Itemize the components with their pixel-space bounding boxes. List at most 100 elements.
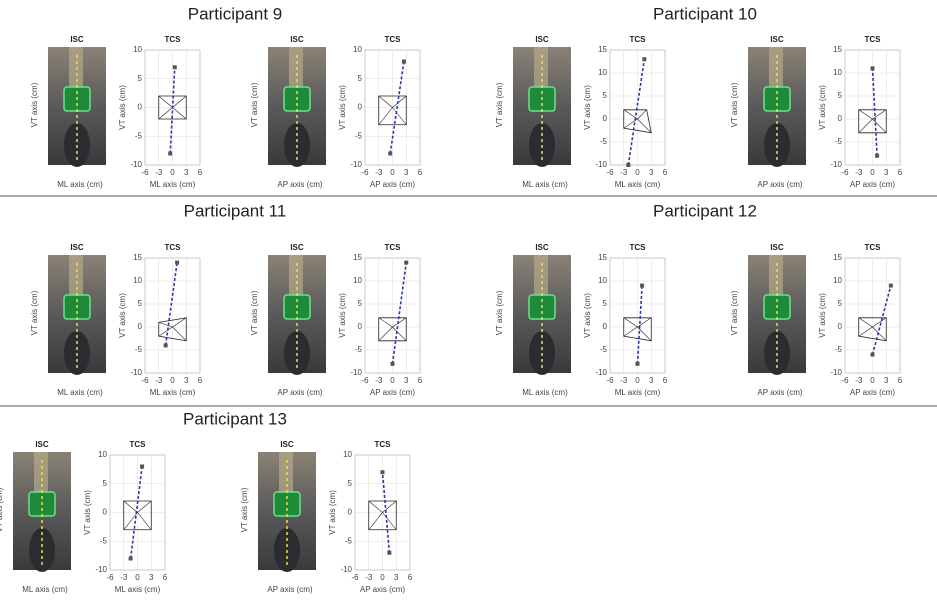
x-axis-label: ML axis (cm) [57, 180, 103, 189]
x-axis-label: ML axis (cm) [150, 388, 196, 397]
diagonal [173, 108, 187, 120]
x-tick-label: 0 [870, 168, 875, 177]
y-axis-label: VT axis (cm) [495, 82, 504, 127]
isc-label: ISC [70, 243, 84, 252]
y-axis-label: VT axis (cm) [730, 82, 739, 127]
end-marker [626, 163, 630, 167]
x-tick-label: 3 [884, 376, 889, 385]
end-marker [140, 465, 144, 469]
x-axis-label: AP axis (cm) [267, 585, 313, 594]
end-marker [871, 66, 875, 70]
x-axis-label: AP axis (cm) [277, 388, 323, 397]
diagonal [393, 96, 407, 108]
y-tick-label: 0 [358, 103, 363, 112]
y-tick-label: 15 [598, 45, 607, 54]
diagonal [159, 327, 173, 336]
y-tick-label: -5 [355, 131, 363, 140]
y-tick-label: 15 [833, 45, 842, 54]
diagonal [369, 501, 383, 513]
y-tick-label: 5 [103, 479, 108, 488]
y-axis-label: VT axis (cm) [118, 85, 127, 130]
diagonal [173, 96, 187, 108]
end-marker [129, 557, 133, 561]
x-tick-label: -3 [375, 168, 383, 177]
x-tick-label: 6 [163, 573, 168, 582]
diagonal [379, 318, 393, 327]
x-tick-label: 3 [649, 168, 654, 177]
end-marker [388, 152, 392, 156]
y-tick-label: 5 [838, 299, 843, 308]
x-tick-label: -6 [841, 376, 849, 385]
x-axis-label: AP axis (cm) [370, 388, 416, 397]
end-marker [642, 57, 646, 61]
x-tick-label: 6 [898, 168, 903, 177]
x-tick-label: 0 [170, 376, 175, 385]
isc-label: ISC [770, 243, 784, 252]
y-tick-label: 0 [348, 508, 353, 517]
x-tick-label: 3 [394, 573, 399, 582]
x-tick-label: 0 [635, 376, 640, 385]
y-axis-label: VT axis (cm) [30, 82, 39, 127]
x-tick-label: -6 [606, 376, 614, 385]
x-tick-label: 0 [170, 168, 175, 177]
y-tick-label: 0 [103, 508, 108, 517]
sensor-strap [279, 452, 293, 492]
diagonal [873, 318, 887, 327]
tcs-label: TCS [165, 35, 182, 44]
diagonal [159, 96, 173, 108]
axis-line [628, 59, 644, 165]
y-tick-label: 0 [138, 103, 143, 112]
y-tick-label: 10 [598, 276, 607, 285]
y-axis-label: VT axis (cm) [250, 290, 259, 335]
diagonal [638, 110, 647, 119]
y-axis-label: VT axis (cm) [338, 85, 347, 130]
x-axis-label: ML axis (cm) [115, 585, 161, 594]
y-tick-label: -5 [600, 137, 608, 146]
x-tick-label: 3 [184, 376, 189, 385]
diagonal [624, 318, 638, 327]
y-axis-label: VT axis (cm) [0, 487, 4, 532]
x-tick-label: -3 [155, 168, 163, 177]
y-tick-label: 10 [133, 45, 142, 54]
y-axis-label: VT axis (cm) [338, 293, 347, 338]
x-tick-label: 3 [184, 168, 189, 177]
y-axis-label: VT axis (cm) [583, 293, 592, 338]
y-tick-label: 10 [598, 68, 607, 77]
y-tick-label: 15 [598, 253, 607, 262]
y-tick-label: -5 [135, 131, 143, 140]
y-tick-label: 15 [133, 253, 142, 262]
x-axis-label: ML axis (cm) [615, 180, 661, 189]
x-tick-label: 6 [198, 376, 203, 385]
diagonal [393, 318, 407, 327]
participant-title: Participant 12 [653, 201, 757, 220]
x-tick-label: 6 [663, 168, 668, 177]
y-tick-label: 15 [353, 253, 362, 262]
x-tick-label: 0 [635, 168, 640, 177]
y-tick-label: 15 [833, 253, 842, 262]
y-axis-label: VT axis (cm) [818, 293, 827, 338]
x-axis-label: ML axis (cm) [522, 388, 568, 397]
participant-title: Participant 11 [184, 201, 287, 220]
x-tick-label: -3 [855, 376, 863, 385]
end-marker [381, 470, 385, 474]
x-tick-label: 6 [408, 573, 413, 582]
y-tick-label: -5 [600, 345, 608, 354]
isc-label: ISC [280, 440, 294, 449]
x-tick-label: -6 [606, 168, 614, 177]
tcs-label: TCS [630, 35, 647, 44]
x-tick-label: -6 [361, 168, 369, 177]
y-tick-label: 5 [358, 74, 363, 83]
x-tick-label: 3 [149, 573, 154, 582]
end-marker [636, 362, 640, 366]
x-axis-label: ML axis (cm) [57, 388, 103, 397]
tcs-label: TCS [375, 440, 392, 449]
participant-title: Participant 13 [183, 409, 287, 428]
y-tick-label: -5 [100, 536, 108, 545]
participant-title: Participant 9 [188, 4, 283, 23]
diagonal [859, 110, 873, 119]
end-marker [640, 284, 644, 288]
isc-label: ISC [290, 35, 304, 44]
end-marker [387, 551, 391, 555]
axis-line [873, 68, 878, 155]
y-tick-label: -5 [355, 345, 363, 354]
